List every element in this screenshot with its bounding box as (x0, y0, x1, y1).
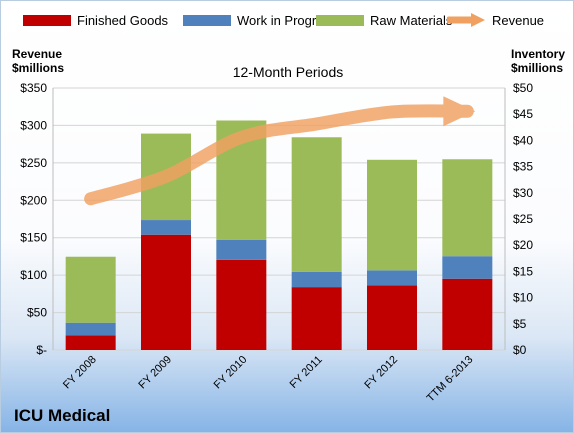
bar-finished-goods (367, 285, 417, 350)
category-label: FY 2008 (61, 354, 99, 392)
right-axis-title-line1: Inventory (511, 47, 566, 61)
left-tick-label: $300 (20, 118, 47, 132)
right-tick-label: $35 (513, 160, 533, 174)
category-label: FY 2012 (362, 354, 400, 392)
legend: Finished Goods Work in Progress Raw Mate… (1, 10, 573, 32)
legend-label-raw-materials: Raw Materials (370, 12, 453, 28)
bar-raw-materials (65, 256, 116, 323)
legend-label-revenue: Revenue (492, 12, 545, 28)
bar-finished-goods (141, 234, 191, 350)
legend-item-revenue: Revenue (447, 10, 544, 30)
bar-work-in-progress (291, 271, 342, 288)
bar-work-in-progress (442, 256, 493, 279)
category-label: TTM 6-2013 (425, 354, 476, 405)
left-axis-title: Revenue $millions (12, 47, 64, 75)
category-label: FY 2009 (136, 354, 174, 392)
legend-swatch-work-in-progress (183, 14, 231, 26)
bar-work-in-progress (65, 322, 116, 336)
bar-work-in-progress (141, 220, 191, 235)
bar-work-in-progress (367, 270, 417, 286)
right-axis-title: Inventory $millions (511, 47, 565, 75)
chart-subtitle: 12-Month Periods (232, 64, 344, 80)
right-tick-label: $15 (513, 264, 533, 278)
legend-item-work-in-progress: Work in Progress (183, 10, 336, 30)
bar-finished-goods (216, 259, 267, 350)
legend-label-finished-goods: Finished Goods (77, 12, 169, 28)
revenue-arrowhead (443, 96, 476, 127)
category-label: FY 2010 (212, 354, 250, 392)
right-tick-label: $30 (513, 186, 533, 200)
left-tick-label: $50 (27, 306, 47, 320)
right-tick-label: $45 (513, 107, 533, 121)
category-label: FY 2011 (288, 354, 325, 391)
right-tick-label: $0 (513, 343, 527, 357)
bar-work-in-progress (216, 239, 267, 260)
left-tick-label: $250 (20, 156, 47, 170)
left-tick-label: $- (36, 343, 47, 357)
legend-item-raw-materials: Raw Materials (316, 10, 452, 30)
bar-raw-materials (367, 159, 417, 271)
bar-raw-materials (291, 137, 342, 272)
revenue-line (84, 104, 474, 206)
revenue-line-group (84, 96, 476, 206)
bar-finished-goods (442, 278, 493, 350)
legend-swatch-raw-materials (316, 14, 364, 26)
left-tick-label: $100 (20, 268, 47, 282)
bar-raw-materials (442, 159, 493, 257)
right-tick-label: $10 (513, 291, 533, 305)
bar-finished-goods (291, 287, 342, 350)
legend-swatch-finished-goods (23, 14, 71, 26)
company-name: ICU Medical (14, 406, 111, 425)
left-tick-label: $150 (20, 231, 47, 245)
legend-label-work-in-progress: Work in Progress (237, 12, 337, 28)
left-axis-title-line2: $millions (12, 61, 65, 75)
right-tick-label: $20 (513, 238, 533, 252)
right-tick-label: $40 (513, 133, 533, 147)
left-tick-label: $200 (20, 193, 47, 207)
right-tick-label: $5 (513, 317, 527, 331)
left-tick-label: $350 (20, 81, 47, 95)
legend-arrow-icon (447, 13, 485, 27)
legend-item-finished-goods: Finished Goods (23, 10, 168, 30)
right-tick-label: $25 (513, 212, 533, 226)
right-axis-title-line2: $millions (511, 61, 564, 75)
right-tick-label: $50 (513, 81, 533, 95)
left-axis-title-line1: Revenue (12, 47, 63, 61)
bar-finished-goods (65, 335, 116, 350)
